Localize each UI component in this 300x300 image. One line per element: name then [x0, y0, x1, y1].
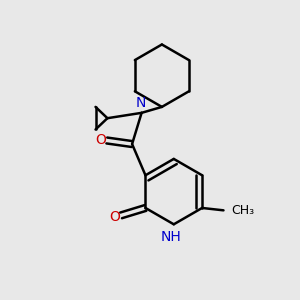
Text: CH₃: CH₃: [231, 204, 254, 217]
Text: O: O: [95, 133, 106, 147]
Text: N: N: [136, 97, 146, 110]
Text: NH: NH: [160, 230, 181, 244]
Text: O: O: [110, 210, 121, 224]
